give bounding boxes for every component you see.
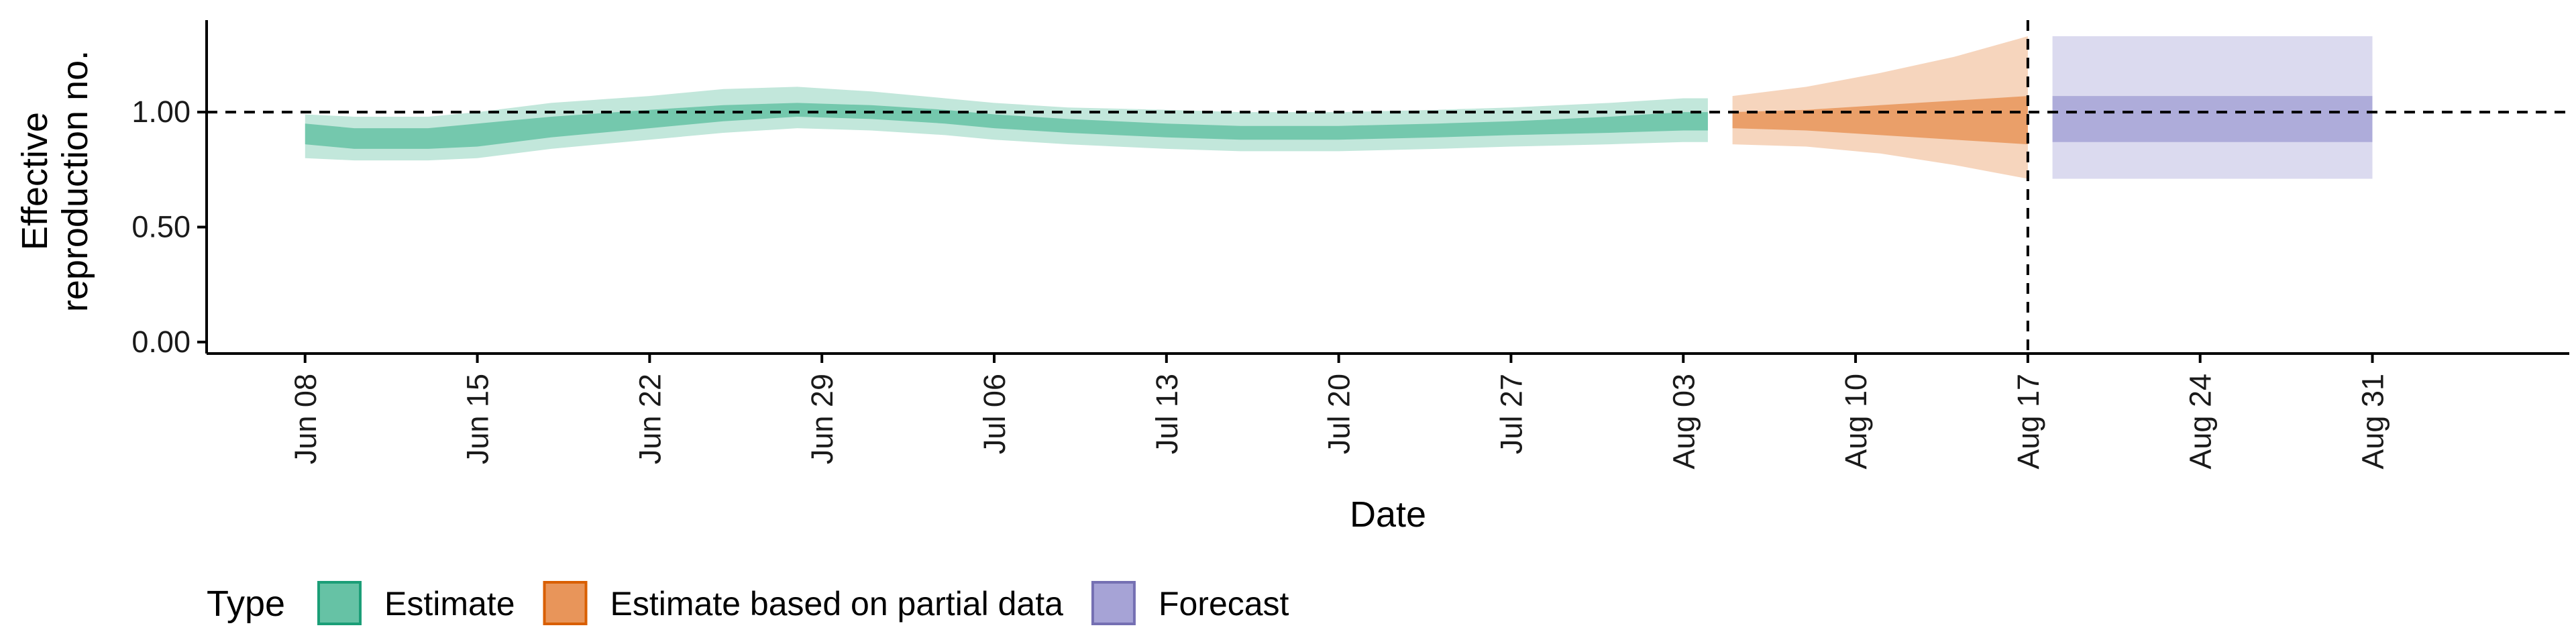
x-axis-ticks: Jun 08 Jun 15 Jun 22 Jun 29 Jul 06 Jul 13 Jul … (288, 354, 2390, 470)
legend: Type Estimate Estimate based on partial d… (207, 581, 1289, 625)
legend-swatch-estimate (317, 581, 362, 625)
x-tick-label: Aug 03 (1666, 374, 1701, 470)
x-tick-label: Jun 29 (805, 374, 839, 464)
series-bands (305, 36, 2373, 179)
legend-label-estimate-based-on-partial-data: Estimate based on partial data (610, 585, 1064, 623)
y-axis-title: Effective reproduction no. (15, 50, 95, 312)
x-axis-title: Date (1350, 494, 1426, 535)
legend-swatch-estimate-based-on-partial-data (543, 581, 588, 625)
x-tick-label: Aug 31 (2356, 374, 2390, 470)
x-tick-label: Jul 20 (1322, 374, 1356, 454)
x-tick-label: Aug 24 (2184, 374, 2218, 470)
legend-label-forecast: Forecast (1159, 585, 1289, 623)
estimate-inner-band (305, 103, 1708, 149)
estimate-based-on-partial-data-inner-band (1732, 96, 2028, 145)
x-tick-label: Aug 17 (2011, 374, 2045, 470)
y-tick-label: 1.00 (131, 95, 191, 129)
y-tick-label: 0.50 (131, 209, 191, 244)
y-axis-ticks: 0.00 0.50 1.00 (131, 95, 207, 359)
x-tick-label: Jul 27 (1494, 374, 1528, 454)
y-tick-label: 0.00 (131, 325, 191, 359)
x-tick-label: Aug 10 (1839, 374, 1873, 470)
legend-label-estimate: Estimate (384, 585, 515, 623)
x-tick-label: Jun 08 (288, 374, 323, 464)
forecast-inner-band (2052, 96, 2373, 142)
legend-title: Type (207, 584, 285, 624)
legend-swatch-forecast (1091, 581, 1136, 625)
y-axis-title-line-1: Effective (15, 112, 55, 250)
axes (205, 20, 2569, 355)
x-tick-label: Jul 06 (977, 374, 1012, 454)
x-tick-label: Jun 22 (633, 374, 667, 464)
x-tick-label: Jul 13 (1150, 374, 1184, 454)
x-tick-label: Jun 15 (461, 374, 495, 464)
y-axis-title-line-2: reproduction no. (55, 50, 95, 312)
